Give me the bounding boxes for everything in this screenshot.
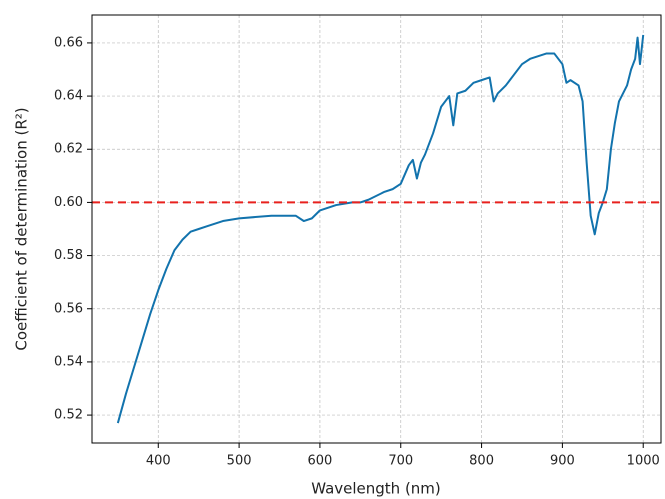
y-tick-label: 0.58 — [54, 248, 83, 263]
plot-frame — [91, 14, 662, 444]
x-tick-label: 700 — [388, 454, 413, 469]
y-tick-label: 0.52 — [54, 408, 83, 423]
x-tick-label: 400 — [146, 454, 171, 469]
y-tick-label: 0.64 — [54, 89, 83, 104]
x-axis-label: Wavelength (nm) — [311, 480, 441, 498]
x-tick-label: 600 — [308, 454, 333, 469]
x-tick-label: 1000 — [627, 454, 660, 469]
x-tick-label: 500 — [227, 454, 252, 469]
data-line — [116, 34, 645, 424]
y-tick-label: 0.66 — [54, 35, 83, 50]
y-tick-label: 0.62 — [54, 142, 83, 157]
y-axis-label: Coefficient of determination (R²) — [13, 107, 31, 350]
y-tick-label: 0.56 — [54, 301, 83, 316]
x-tick-label: 900 — [550, 454, 575, 469]
y-tick-label: 0.54 — [54, 354, 83, 369]
y-tick-label: 0.60 — [54, 195, 83, 210]
x-tick-label: 800 — [469, 454, 494, 469]
